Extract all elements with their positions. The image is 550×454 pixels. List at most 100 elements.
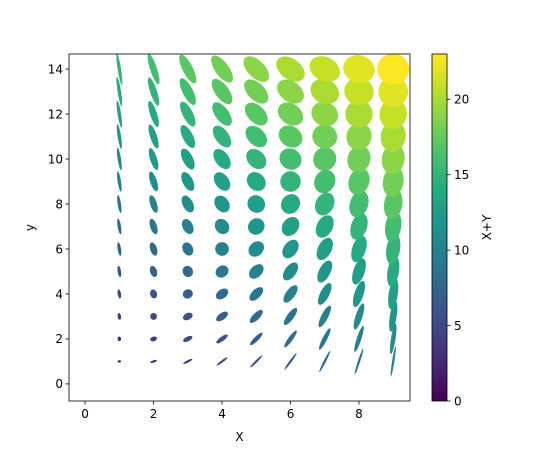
ellipse [354, 325, 364, 352]
ellipse [316, 237, 333, 261]
ellipse [149, 242, 158, 256]
ellipse [382, 166, 404, 197]
ellipse [116, 100, 123, 128]
ellipse [353, 303, 365, 330]
ellipse [351, 235, 367, 263]
ellipse [311, 101, 339, 127]
colorbar-tick-label: 10 [454, 243, 469, 257]
ellipse [183, 358, 193, 364]
ellipse [150, 289, 158, 299]
ellipse [283, 285, 298, 303]
ellipse [247, 195, 266, 213]
ellipse [117, 242, 122, 256]
ellipse [147, 77, 160, 106]
ellipse [282, 262, 299, 281]
ellipse [215, 288, 229, 300]
ellipse [282, 239, 299, 259]
ellipse [116, 76, 123, 107]
ellipses [116, 54, 410, 377]
ellipse [284, 353, 297, 370]
ellipse [150, 336, 157, 342]
ellipse [344, 77, 374, 106]
ellipse [354, 348, 364, 375]
x-tick-label: 8 [355, 407, 363, 421]
ellipse [386, 233, 401, 265]
ellipse [116, 147, 122, 171]
ellipse [180, 148, 195, 170]
ellipse [318, 305, 331, 328]
ellipse [249, 309, 263, 323]
ellipse [117, 336, 122, 342]
y-axis-label: y [23, 224, 37, 231]
colorbar-tick-label: 15 [454, 168, 469, 182]
x-tick-label: 4 [218, 407, 226, 421]
ellipse [383, 188, 403, 220]
ellipse [378, 76, 409, 107]
ellipse [314, 169, 336, 194]
ellipse [312, 124, 338, 149]
colorbar-tick-label: 5 [454, 319, 462, 333]
ellipse [148, 148, 159, 170]
ellipse [213, 172, 231, 191]
x-tick-label: 6 [287, 407, 295, 421]
ellipse [343, 55, 375, 83]
ellipse [214, 195, 230, 213]
ellipse [150, 313, 157, 320]
ellipse [117, 360, 122, 363]
ellipse [247, 218, 265, 235]
y-tick-label: 4 [55, 287, 63, 301]
ellipse [116, 124, 122, 149]
ellipse [284, 330, 297, 348]
ellipse [246, 172, 266, 191]
ellipse [244, 102, 268, 126]
ellipse [181, 172, 195, 191]
ellipse [116, 54, 123, 85]
ellipse [246, 148, 267, 170]
ellipse [182, 242, 194, 256]
ellipse [352, 258, 366, 285]
ellipse [117, 313, 122, 320]
colorbar-label: X+Y [480, 214, 494, 240]
ellipse [310, 78, 340, 105]
y-tick-label: 8 [55, 197, 63, 211]
ellipse [318, 328, 331, 350]
ellipse [180, 125, 196, 148]
ellipse [149, 218, 158, 235]
colorbar-tick-label: 20 [454, 93, 469, 107]
ellipse [182, 312, 193, 321]
ellipse [345, 100, 373, 128]
ellipse [250, 355, 263, 368]
ellipse [117, 194, 122, 214]
ellipse [380, 121, 406, 152]
ellipse [346, 122, 372, 151]
ellipse [212, 125, 232, 148]
y-tick-label: 6 [55, 242, 63, 256]
ellipse [213, 148, 231, 170]
ellipse [349, 190, 369, 218]
colorbar-tick-label: 0 [454, 394, 462, 408]
ellipse [309, 56, 340, 82]
ellipse [216, 311, 228, 322]
ellipse [278, 125, 303, 148]
y-tick-label: 2 [55, 332, 63, 346]
ellipse [250, 332, 263, 346]
ellipse [319, 350, 331, 373]
x-tick-label: 2 [150, 407, 158, 421]
ellipse [384, 211, 402, 242]
ellipse [179, 78, 196, 105]
ellipse [149, 171, 159, 192]
y-tick-label: 0 [55, 377, 63, 391]
ellipse [276, 56, 305, 82]
ellipse [149, 265, 158, 277]
ellipse [216, 357, 228, 366]
ellipse [381, 143, 405, 175]
ellipse [116, 171, 122, 192]
ellipse [245, 125, 268, 148]
ellipse [182, 289, 193, 299]
ellipse [179, 54, 197, 84]
ellipse [350, 213, 368, 240]
ellipse [148, 100, 159, 128]
ellipse [212, 102, 232, 126]
ellipse [389, 323, 397, 355]
